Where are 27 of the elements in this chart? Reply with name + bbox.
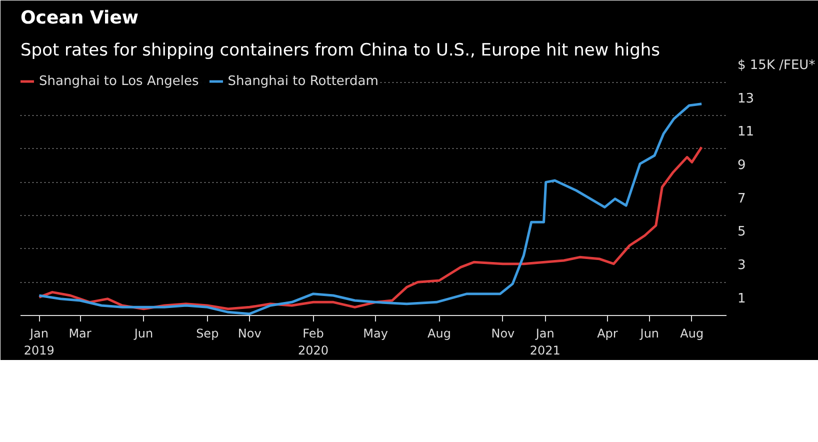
x-tick-label: Jan 2019 xyxy=(24,326,54,358)
y-tick-label: 9 xyxy=(738,158,746,173)
x-tick-label: Aug xyxy=(680,326,704,340)
x-tick-label: Mar xyxy=(68,326,92,340)
y-tick-label: 1 xyxy=(738,291,746,306)
legend-label: Shanghai to Rotterdam xyxy=(228,74,378,88)
y-tick-label: 7 xyxy=(738,191,746,206)
y-tick-label: 11 xyxy=(738,124,754,140)
chart-subtitle: Spot rates for shipping containers from China to U.S., Europe hit new highs xyxy=(20,40,660,60)
line-series xyxy=(38,146,703,310)
x-tick-label: Apr xyxy=(597,326,618,340)
x-tick-label: Nov xyxy=(238,326,262,340)
x-tick-label: Aug xyxy=(428,326,451,340)
x-tick-label: May xyxy=(363,326,388,340)
chart-title: Ocean View xyxy=(20,8,139,28)
x-tick-label: Feb 2020 xyxy=(298,326,329,358)
x-tick-label: Jun xyxy=(639,326,660,340)
x-tick-label: Jan 2021 xyxy=(530,326,560,358)
y-tick-label: 3 xyxy=(738,258,746,273)
y-tick-label: 13 xyxy=(738,91,754,106)
y-tick-label: 5 xyxy=(738,224,746,240)
line-series xyxy=(38,102,703,316)
y-tick-label: $ 15K /FEU* xyxy=(738,58,816,73)
x-tick-label: Sep xyxy=(196,326,219,340)
x-tick-label: Jun xyxy=(133,326,154,340)
legend-label: Shanghai to Los Angeles xyxy=(39,74,199,88)
x-tick-label: Nov xyxy=(491,326,515,340)
